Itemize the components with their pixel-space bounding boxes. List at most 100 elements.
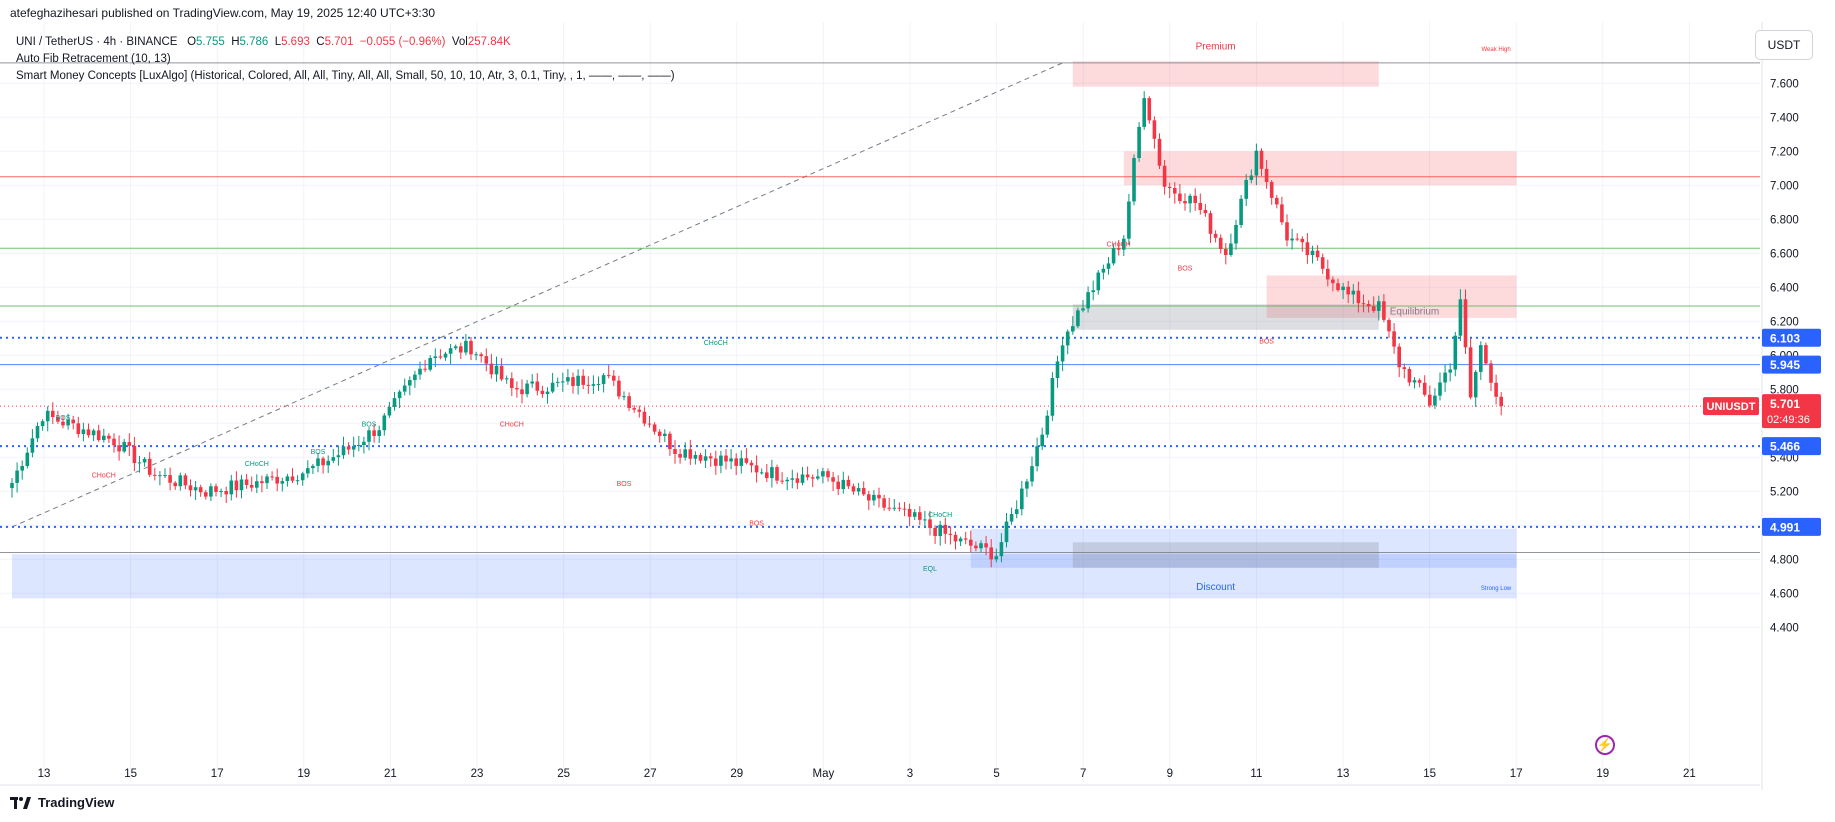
candle-body — [1489, 363, 1493, 383]
currency-button[interactable]: USDT — [1755, 30, 1813, 60]
candle-body — [326, 460, 330, 466]
candle-body — [856, 488, 861, 492]
price-label-text: 5.466 — [1770, 440, 1800, 454]
candle-body — [1229, 243, 1233, 255]
candle-body — [719, 455, 723, 466]
candle-body — [540, 390, 545, 395]
candle-body — [1127, 201, 1131, 239]
candle-body — [1458, 299, 1463, 336]
discount-zone — [12, 554, 1517, 599]
premium-zone — [1266, 275, 1517, 318]
time-tick-label: 13 — [1337, 768, 1350, 780]
candle-body — [1320, 257, 1325, 269]
tradingview-logo[interactable]: TradingView — [10, 795, 114, 810]
candle-body — [770, 467, 774, 479]
candle-body — [1259, 150, 1264, 169]
candle-body — [1086, 292, 1090, 309]
candle-body — [91, 430, 96, 436]
candle-body — [1004, 521, 1009, 543]
candle-body — [663, 433, 667, 436]
candle-body — [555, 381, 560, 383]
ohlc-row[interactable]: UNI / TetherUS · 4h · BINANCE O5.755 H5.… — [16, 34, 675, 51]
candle-body — [688, 449, 693, 459]
candle-body — [550, 382, 555, 392]
price-label-badge — [1762, 328, 1821, 347]
candle-body — [703, 456, 708, 461]
candle-body — [790, 478, 795, 480]
time-tick-label: 17 — [211, 768, 224, 780]
candle-body — [204, 492, 208, 497]
candle-body — [734, 458, 738, 466]
candle-body — [1422, 382, 1427, 395]
candle-body — [260, 481, 264, 484]
candle-body — [566, 377, 570, 382]
candle-body — [841, 479, 846, 490]
candle-body — [275, 476, 279, 484]
candle-body — [1020, 488, 1024, 510]
low-label: L — [274, 36, 282, 48]
candle-body — [321, 458, 325, 466]
candle-body — [601, 375, 606, 385]
indicator-smc[interactable]: Smart Money Concepts [LuxAlgo] (Historic… — [16, 70, 675, 82]
symbol-name[interactable]: UNI / TetherUS · 4h · BINANCE — [16, 36, 178, 48]
candle-body — [168, 475, 172, 483]
price-tick-label: 7.600 — [1770, 78, 1799, 90]
candle-body — [1030, 466, 1034, 482]
candle-body — [887, 507, 891, 509]
candle-body — [907, 508, 912, 517]
candle-body — [127, 442, 132, 446]
candle-body — [576, 375, 580, 386]
candle-body — [1111, 248, 1116, 264]
candle-body — [586, 384, 591, 386]
indicator-fib[interactable]: Auto Fib Retracement (10, 13) — [16, 53, 171, 65]
price-tick-label: 7.000 — [1770, 180, 1799, 192]
lightning-icon[interactable]: ⚡ — [1595, 735, 1615, 755]
candle-body — [453, 346, 458, 349]
time-tick-label: 5 — [993, 768, 999, 780]
candle-body — [188, 485, 193, 491]
time-tick-label: 7 — [1080, 768, 1086, 780]
zone-label: Equilibrium — [1390, 307, 1439, 318]
candle-body — [280, 481, 285, 484]
candle-body — [489, 363, 494, 375]
price-tick-label: 7.400 — [1770, 112, 1799, 124]
candle-body — [402, 385, 407, 392]
candle-body — [652, 424, 657, 432]
candle-body — [1096, 272, 1101, 291]
time-tick-label: 19 — [1596, 768, 1609, 780]
volume-label: Vol — [451, 36, 468, 48]
time-tick-label: 9 — [1167, 768, 1173, 780]
candle-body — [1213, 233, 1218, 238]
candle-body — [494, 365, 499, 375]
candle-body — [1157, 138, 1162, 166]
candle-body — [657, 431, 662, 436]
candle-body — [96, 430, 101, 441]
candle-body — [1473, 371, 1478, 398]
low-value: 5.693 — [281, 36, 310, 48]
candle-body — [1152, 120, 1157, 139]
candle-body — [596, 384, 601, 386]
candle-body — [147, 458, 152, 475]
candle-body — [698, 455, 703, 461]
candle-body — [224, 491, 228, 495]
candle-body — [1132, 158, 1136, 202]
candle-body — [683, 449, 687, 458]
candle-body — [591, 384, 596, 386]
candle-body — [708, 456, 713, 459]
time-tick-label: 21 — [1683, 768, 1696, 780]
price-axis: 7.600 7.400 7.200 7.000 6.800 6.600 6.400 6.200… — [1703, 78, 1821, 634]
candle-body — [357, 445, 361, 447]
candle-body — [928, 519, 932, 528]
candle-body — [1346, 286, 1350, 295]
structure-label: EQL — [923, 566, 937, 573]
candle-body — [1331, 279, 1335, 284]
candle-body — [612, 375, 616, 381]
structure-label: CHoCH — [928, 512, 952, 519]
candle-body — [1499, 396, 1503, 407]
candle-body — [413, 374, 417, 381]
candle-body — [943, 524, 948, 534]
candle-body — [76, 423, 81, 435]
zone-label: Strong Low — [1481, 586, 1512, 592]
candle-body — [270, 476, 274, 478]
